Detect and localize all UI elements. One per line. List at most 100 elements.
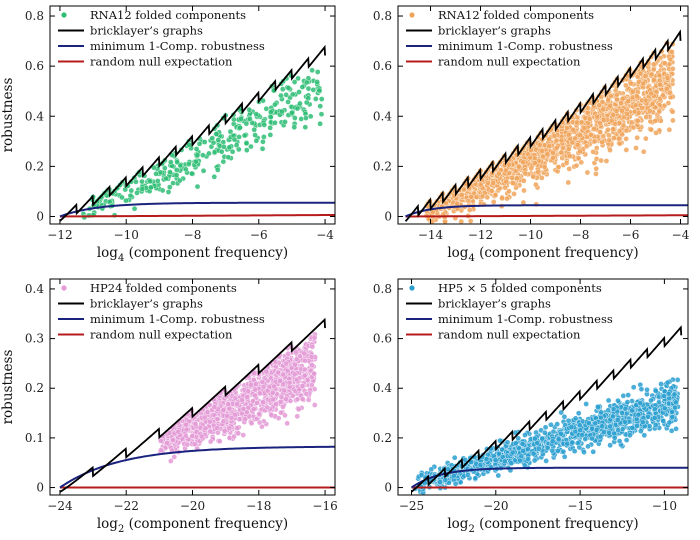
bricklayer-line xyxy=(410,325,683,493)
scatter-point xyxy=(589,435,595,442)
scatter-point xyxy=(566,166,573,172)
scatter-point xyxy=(246,413,253,420)
scatter-point xyxy=(309,343,316,350)
legend-label: RNA12 folded components xyxy=(438,8,594,22)
scatter-point xyxy=(283,396,289,402)
scatter-point xyxy=(660,418,666,424)
scatter-point xyxy=(278,92,284,99)
legend-label: minimum 1-Comp. robustness xyxy=(90,312,265,326)
scatter-point xyxy=(285,85,292,91)
scatter-point xyxy=(232,395,239,402)
bricklayer-line xyxy=(59,317,326,493)
scatter-point xyxy=(267,109,274,115)
scatter-point xyxy=(669,49,675,55)
scatter-point xyxy=(272,119,278,126)
scatter-point xyxy=(550,155,556,161)
y-tick-label: 0.2 xyxy=(373,431,392,445)
scatter-point xyxy=(242,416,249,422)
scatter-point xyxy=(521,177,527,184)
scatter-point xyxy=(225,401,232,408)
scatter-point xyxy=(259,145,266,152)
scatter-point xyxy=(131,205,138,212)
scatter-point xyxy=(248,381,254,388)
scatter-point xyxy=(317,103,324,109)
scatter-point xyxy=(569,439,576,446)
scatter-point xyxy=(175,428,181,435)
scatter-point xyxy=(248,143,254,150)
scatter-point xyxy=(616,438,623,444)
scatter-point xyxy=(170,180,176,186)
scatter-point xyxy=(570,126,577,133)
scatter-point xyxy=(264,404,271,411)
scatter-point xyxy=(285,350,291,357)
scatter-point xyxy=(633,145,639,151)
scatter-point xyxy=(583,143,590,150)
scatter-point xyxy=(528,165,535,172)
scatter-point xyxy=(637,400,644,406)
scatter-point xyxy=(452,480,459,487)
scatter-point xyxy=(651,415,658,421)
scatter-point xyxy=(661,405,668,411)
scatter-point xyxy=(295,75,301,82)
scatter-point xyxy=(314,79,320,85)
x-tick-label: −12 xyxy=(468,228,493,242)
scatter-point xyxy=(558,137,565,144)
legend-label: minimum 1-Comp. robustness xyxy=(438,312,613,326)
scatter-point xyxy=(542,429,548,436)
scatter-point xyxy=(539,148,546,154)
scatter-point xyxy=(590,448,597,455)
scatter-point xyxy=(623,127,630,134)
scatter-point xyxy=(544,445,551,451)
scatter-point xyxy=(629,398,635,404)
y-tick-label: 0 xyxy=(384,481,392,495)
scatter-point xyxy=(532,160,538,166)
scatter-point xyxy=(577,422,583,429)
scatter-point xyxy=(466,207,473,213)
scatter-point xyxy=(291,124,298,131)
scatter-point xyxy=(189,433,195,439)
minimum-robustness-line xyxy=(405,204,688,218)
scatter-point xyxy=(590,149,597,155)
scatter-point xyxy=(268,114,274,120)
y-tick-label: 0 xyxy=(36,481,44,495)
x-tick-label: −4 xyxy=(672,228,690,242)
scatter-point xyxy=(318,111,325,117)
scatter-point xyxy=(317,120,323,127)
scatter-point xyxy=(662,60,668,67)
x-tick-label: −12 xyxy=(47,228,72,242)
scatter-point xyxy=(658,381,664,387)
scatter-point xyxy=(509,449,516,456)
scatter-point xyxy=(451,454,458,461)
scatter-point xyxy=(295,406,302,413)
scatter-point xyxy=(193,158,199,165)
scatter-point xyxy=(511,191,517,197)
scatter-point xyxy=(673,399,680,406)
scatter-point xyxy=(207,438,214,445)
scatter-point xyxy=(251,376,257,383)
scatter-point xyxy=(638,428,644,434)
scatter-point xyxy=(611,435,618,441)
scatter-point xyxy=(245,388,251,395)
y-tick-label: 0.4 xyxy=(373,381,392,395)
scatter-point xyxy=(215,429,221,436)
scatter-point xyxy=(220,407,227,413)
scatter-point xyxy=(598,157,604,164)
scatter-point xyxy=(293,376,300,383)
scatter-point xyxy=(184,441,191,448)
scatter-point xyxy=(644,386,650,393)
scatter-point xyxy=(235,430,242,437)
scatter-point xyxy=(277,398,284,405)
scatter-point xyxy=(304,377,311,383)
scatter-point xyxy=(667,94,674,101)
scatter-point xyxy=(298,116,304,122)
scatter-point xyxy=(611,135,617,141)
x-tick-label: −14 xyxy=(418,228,444,242)
scatter-point xyxy=(504,195,510,202)
legend-label: random null expectation xyxy=(438,328,581,342)
scatter-point xyxy=(233,142,240,149)
scatter-point xyxy=(302,124,309,130)
scatter-point xyxy=(628,80,634,87)
scatter-point xyxy=(123,197,129,204)
scatter-point xyxy=(618,100,624,106)
scatter-point xyxy=(652,422,659,428)
